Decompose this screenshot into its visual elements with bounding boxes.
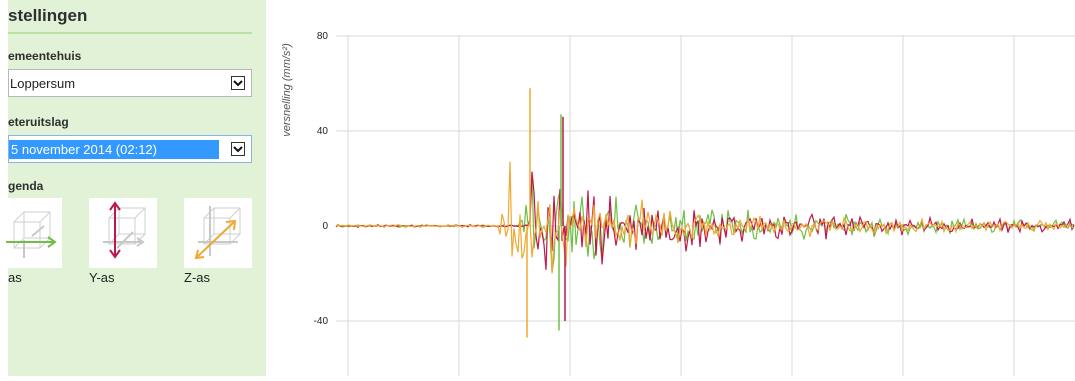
chart-series: [335, 88, 1075, 338]
chart-grid: [336, 35, 1075, 376]
legenda-label: genda: [8, 179, 44, 193]
chevron-down-icon[interactable]: [231, 142, 245, 156]
chevron-down-icon[interactable]: [231, 76, 245, 90]
y-tick-label: 80: [317, 31, 329, 42]
legend-z-label: Z-as: [184, 270, 210, 285]
acceleration-chart: 80 40 0 -40 versnelling (mm/s²): [270, 0, 1075, 376]
gemeentehuis-label: emeentehuis: [8, 49, 82, 63]
location-select[interactable]: Loppersum: [8, 69, 252, 97]
event-select[interactable]: 5 november 2014 (02:12): [8, 135, 252, 163]
settings-sidebar: stellingen emeentehuis Loppersum eteruit…: [4, 0, 266, 376]
y-axis-label: versnelling (mm/s²): [281, 43, 293, 137]
y-tick-labels: 80 40 0 -40: [314, 31, 329, 327]
z-axis-series-line: [335, 161, 1075, 274]
location-select-value: Loppersum: [10, 76, 76, 91]
title-divider: [8, 32, 252, 34]
y-axis-legend-icon: [89, 198, 157, 268]
event-select-value: 5 november 2014 (02:12): [9, 140, 219, 159]
meteruitslag-label: eteruitslag: [8, 115, 69, 129]
chart-svg: 80 40 0 -40 versnelling (mm/s²): [281, 31, 1075, 376]
y-tick-label: -40: [314, 316, 329, 327]
legend-x-label: as: [8, 270, 22, 285]
x-axis-series-line: [335, 173, 1075, 273]
z-axis-legend-icon: [184, 198, 252, 268]
sidebar-title: stellingen: [8, 6, 88, 25]
y-tick-label: 40: [317, 126, 329, 137]
y-tick-label: 0: [322, 221, 328, 232]
legend-y-label: Y-as: [89, 270, 115, 285]
x-axis-legend-icon: [4, 198, 62, 268]
